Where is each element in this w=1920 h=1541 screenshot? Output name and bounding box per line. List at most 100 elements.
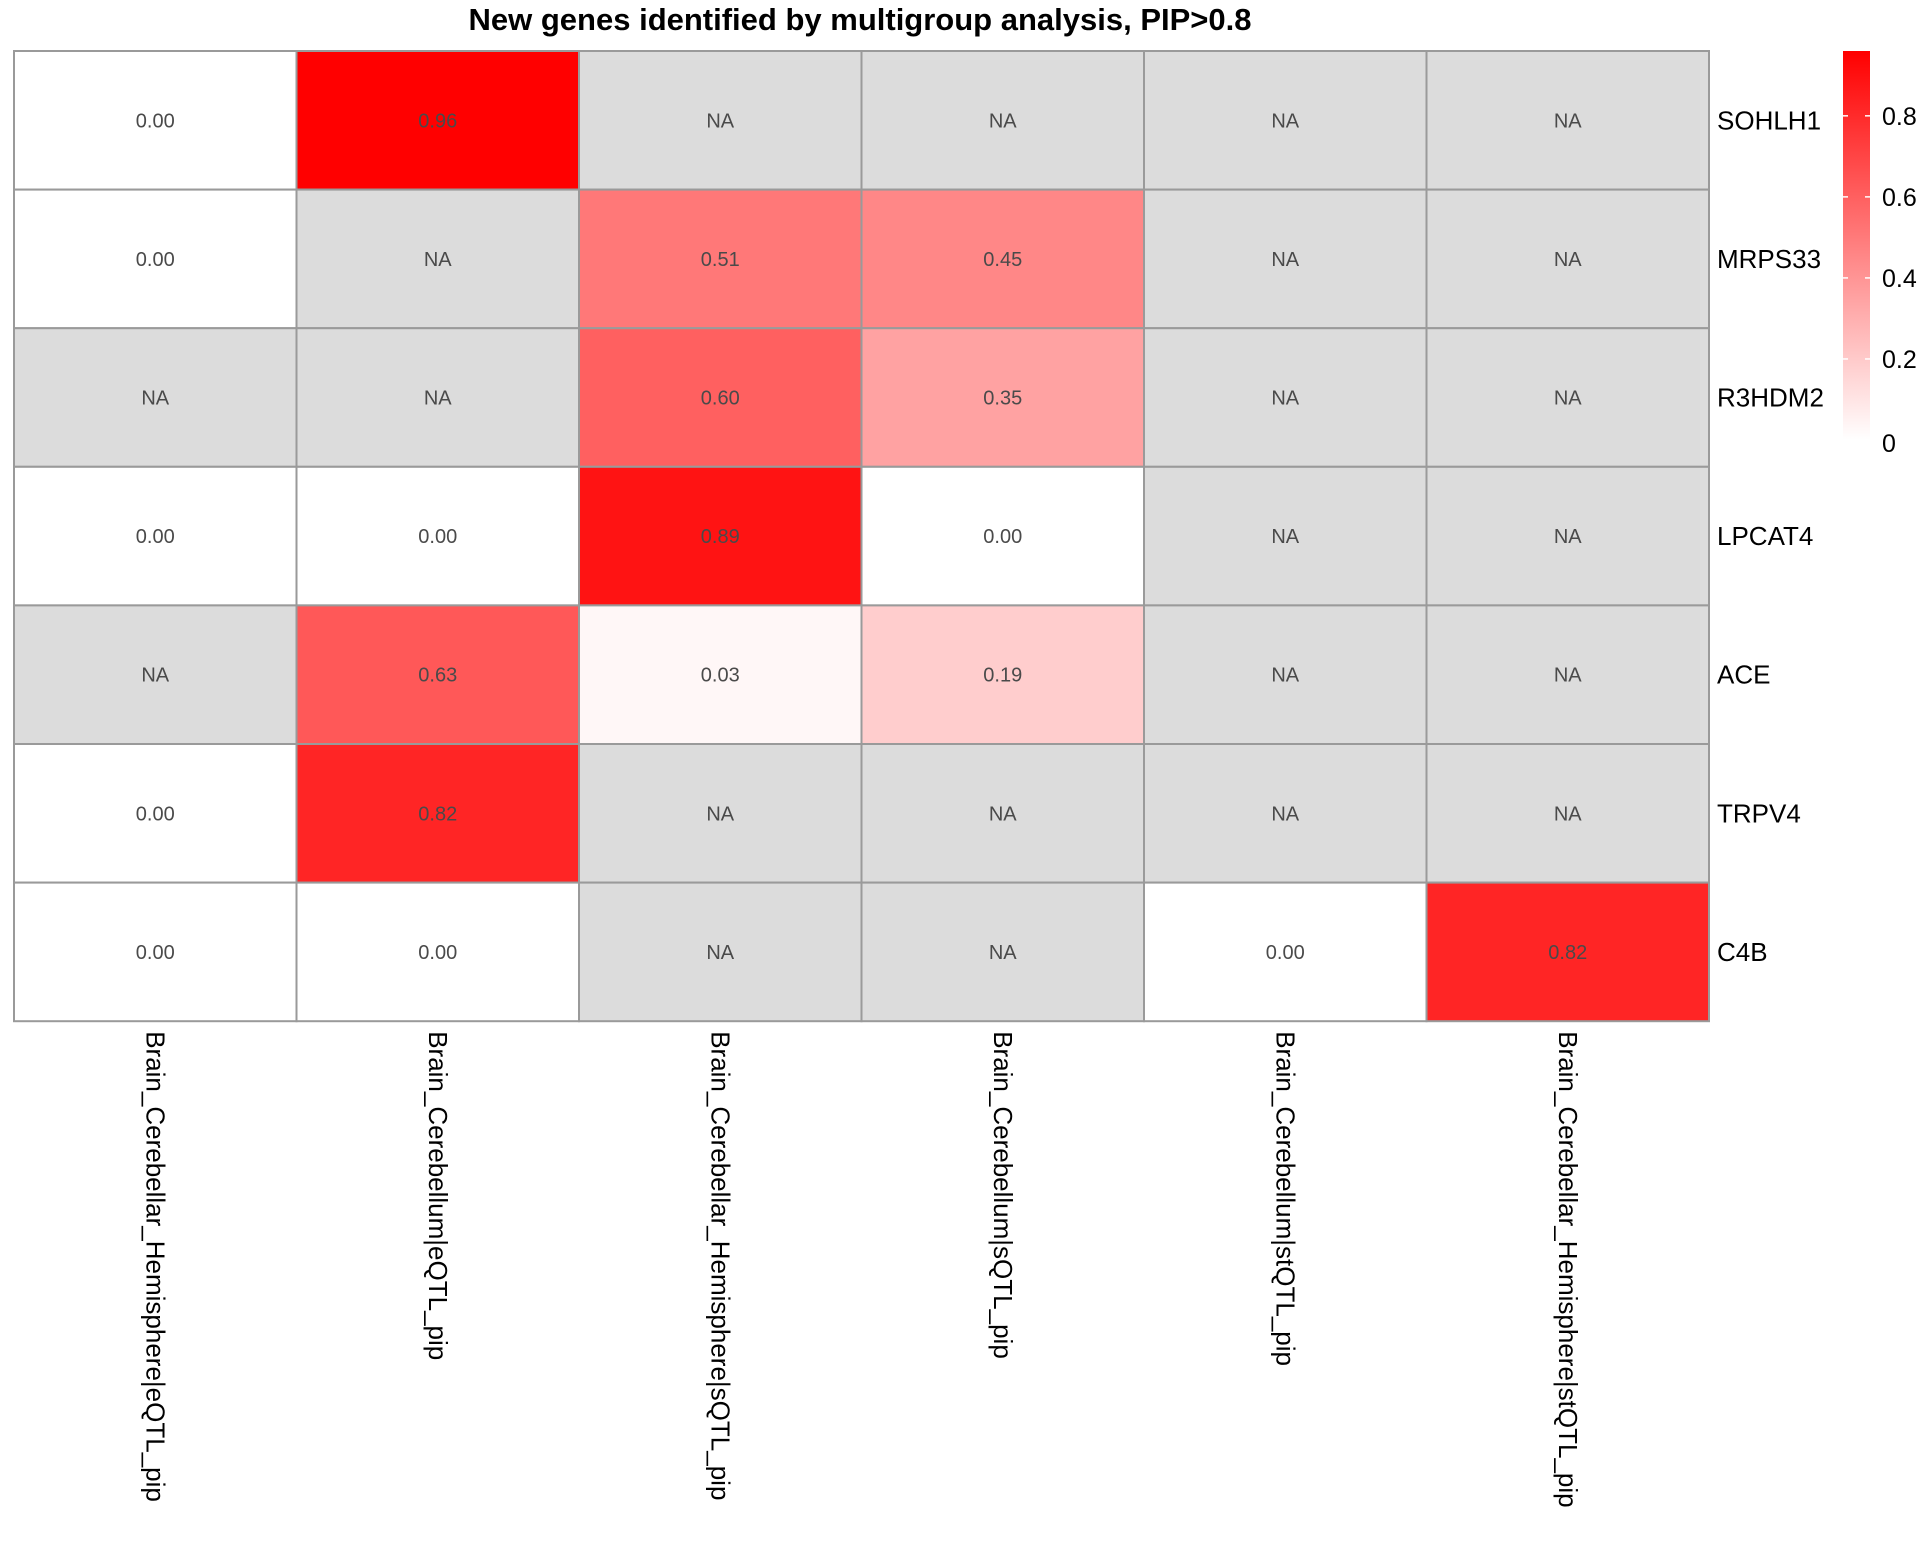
cell-value-label: 0.00 <box>136 803 175 825</box>
row-label: TRPV4 <box>1717 798 1801 828</box>
cell-value-label: NA <box>706 942 734 964</box>
heatmap-cell <box>860 743 1145 884</box>
cell-value-label: 0.96 <box>418 110 457 132</box>
column-label: Brain_Cerebellum|eQTL_pip <box>423 1031 453 1360</box>
cell-value-label: NA <box>1271 803 1299 825</box>
cell-value-label: 0.82 <box>418 803 457 825</box>
cell-value-label: 0.82 <box>1548 942 1587 964</box>
column-label: Brain_Cerebellum|sQTL_pip <box>988 1031 1018 1359</box>
legend-tick-label: 0.4 <box>1882 265 1917 293</box>
heatmap-cell <box>295 327 580 468</box>
legend-tick-label: 0.2 <box>1882 346 1917 374</box>
legend-tick-label: 0.8 <box>1882 103 1917 131</box>
heatmap-cell <box>1425 327 1710 468</box>
cell-value-label: 0.63 <box>418 665 457 687</box>
column-label: Brain_Cerebellar_Hemisphere|eQTL_pip <box>140 1031 170 1502</box>
cell-value-label: NA <box>1554 803 1582 825</box>
heatmap-cell <box>578 465 863 607</box>
heatmap-cell <box>860 188 1145 330</box>
heatmap-cell <box>1425 465 1710 607</box>
heatmap-cell <box>295 50 580 191</box>
cell-value-label: 0.00 <box>1266 942 1305 964</box>
heatmap-cell <box>1143 743 1428 884</box>
cell-value-label: NA <box>1554 110 1582 132</box>
heatmap-cell <box>295 881 580 1023</box>
column-labels: Brain_Cerebellar_Hemisphere|eQTL_pip Brai… <box>140 1031 1583 1507</box>
heatmap-cell <box>13 50 298 191</box>
cell-value-label: 0.60 <box>701 388 740 410</box>
row-label: C4B <box>1717 937 1768 967</box>
row-label: MRPS33 <box>1717 244 1821 274</box>
heatmap-cell <box>1425 188 1710 330</box>
heatmap-cell <box>578 881 863 1023</box>
heatmap-cell <box>1143 465 1428 607</box>
cell-value-label: 0.00 <box>418 526 457 548</box>
column-label: Brain_Cerebellar_Hemisphere|sQTL_pip <box>705 1031 735 1500</box>
legend-tick-label: 0.6 <box>1882 184 1917 212</box>
cell-value-label: 0.00 <box>983 526 1022 548</box>
row-label: SOHLH1 <box>1717 105 1821 135</box>
cell-value-label: NA <box>141 388 169 410</box>
heatmap-cell <box>578 188 863 330</box>
cell-value-label: NA <box>1554 665 1582 687</box>
heatmap-cell <box>295 465 580 607</box>
heatmap-cell <box>13 327 298 468</box>
legend-tick-label: 0 <box>1882 430 1896 458</box>
cell-value-label: 0.89 <box>701 526 740 548</box>
heatmap-cell <box>578 50 863 191</box>
legend-color-bar <box>1843 51 1870 440</box>
heatmap-cell <box>13 465 298 607</box>
cell-value-label: NA <box>989 942 1017 964</box>
row-label: ACE <box>1717 660 1770 690</box>
cell-value-label: NA <box>1554 526 1582 548</box>
cell-value-label: NA <box>989 803 1017 825</box>
heatmap-cell <box>860 327 1145 468</box>
cell-value-label: 0.35 <box>983 388 1022 410</box>
row-labels: SOHLH1 MRPS33 R3HDM2 LPCAT4 ACE TRPV4 C4B <box>1717 105 1824 967</box>
cell-value-label: 0.45 <box>983 249 1022 271</box>
heatmap-cell <box>1143 881 1428 1023</box>
cell-value-label: NA <box>989 110 1017 132</box>
column-label: Brain_Cerebellar_Hemisphere|stQTL_pip <box>1553 1031 1583 1507</box>
cell-value-label: 0.00 <box>136 526 175 548</box>
cell-value-label: 0.19 <box>983 665 1022 687</box>
heatmap-cell <box>13 188 298 330</box>
cell-value-label: NA <box>1554 249 1582 271</box>
heatmap-cell <box>13 604 298 746</box>
cell-value-label: NA <box>1271 110 1299 132</box>
column-label: Brain_Cerebellum|stQTL_pip <box>1270 1031 1300 1366</box>
row-label: R3HDM2 <box>1717 383 1824 413</box>
color-legend: 0 0.2 0.4 0.6 0.8 <box>1843 51 1917 458</box>
cell-value-label: 0.03 <box>701 665 740 687</box>
heatmap-cell <box>860 50 1145 191</box>
heatmap-cells: 0.00 0.96 NA NA NA NA 0.00 NA 0.51 0.45 NA NA NA NA 0.… <box>13 50 1710 1023</box>
cell-value-label: NA <box>424 249 452 271</box>
heatmap-cell <box>578 743 863 884</box>
cell-value-label: 0.51 <box>701 249 740 271</box>
heatmap-cell <box>295 604 580 746</box>
heatmap-cell <box>1425 743 1710 884</box>
cell-value-label: 0.00 <box>418 942 457 964</box>
heatmap-cell <box>860 465 1145 607</box>
heatmap-cell <box>13 743 298 884</box>
cell-value-label: NA <box>1271 388 1299 410</box>
cell-value-label: NA <box>141 665 169 687</box>
heatmap-cell <box>578 327 863 468</box>
heatmap-cell <box>1425 604 1710 746</box>
cell-value-label: 0.00 <box>136 110 175 132</box>
heatmap-cell <box>1143 327 1428 468</box>
heatmap-cell <box>13 881 298 1023</box>
heatmap-cell <box>1143 604 1428 746</box>
cell-value-label: NA <box>1271 249 1299 271</box>
heatmap-cell <box>1425 881 1710 1023</box>
cell-value-label: NA <box>1271 526 1299 548</box>
cell-value-label: NA <box>424 388 452 410</box>
chart-title: New genes identified by multigroup analy… <box>469 2 1252 37</box>
cell-value-label: 0.00 <box>136 249 175 271</box>
cell-value-label: NA <box>1554 388 1582 410</box>
heatmap-cell <box>295 188 580 330</box>
row-label: LPCAT4 <box>1717 521 1813 551</box>
cell-value-label: NA <box>1271 665 1299 687</box>
